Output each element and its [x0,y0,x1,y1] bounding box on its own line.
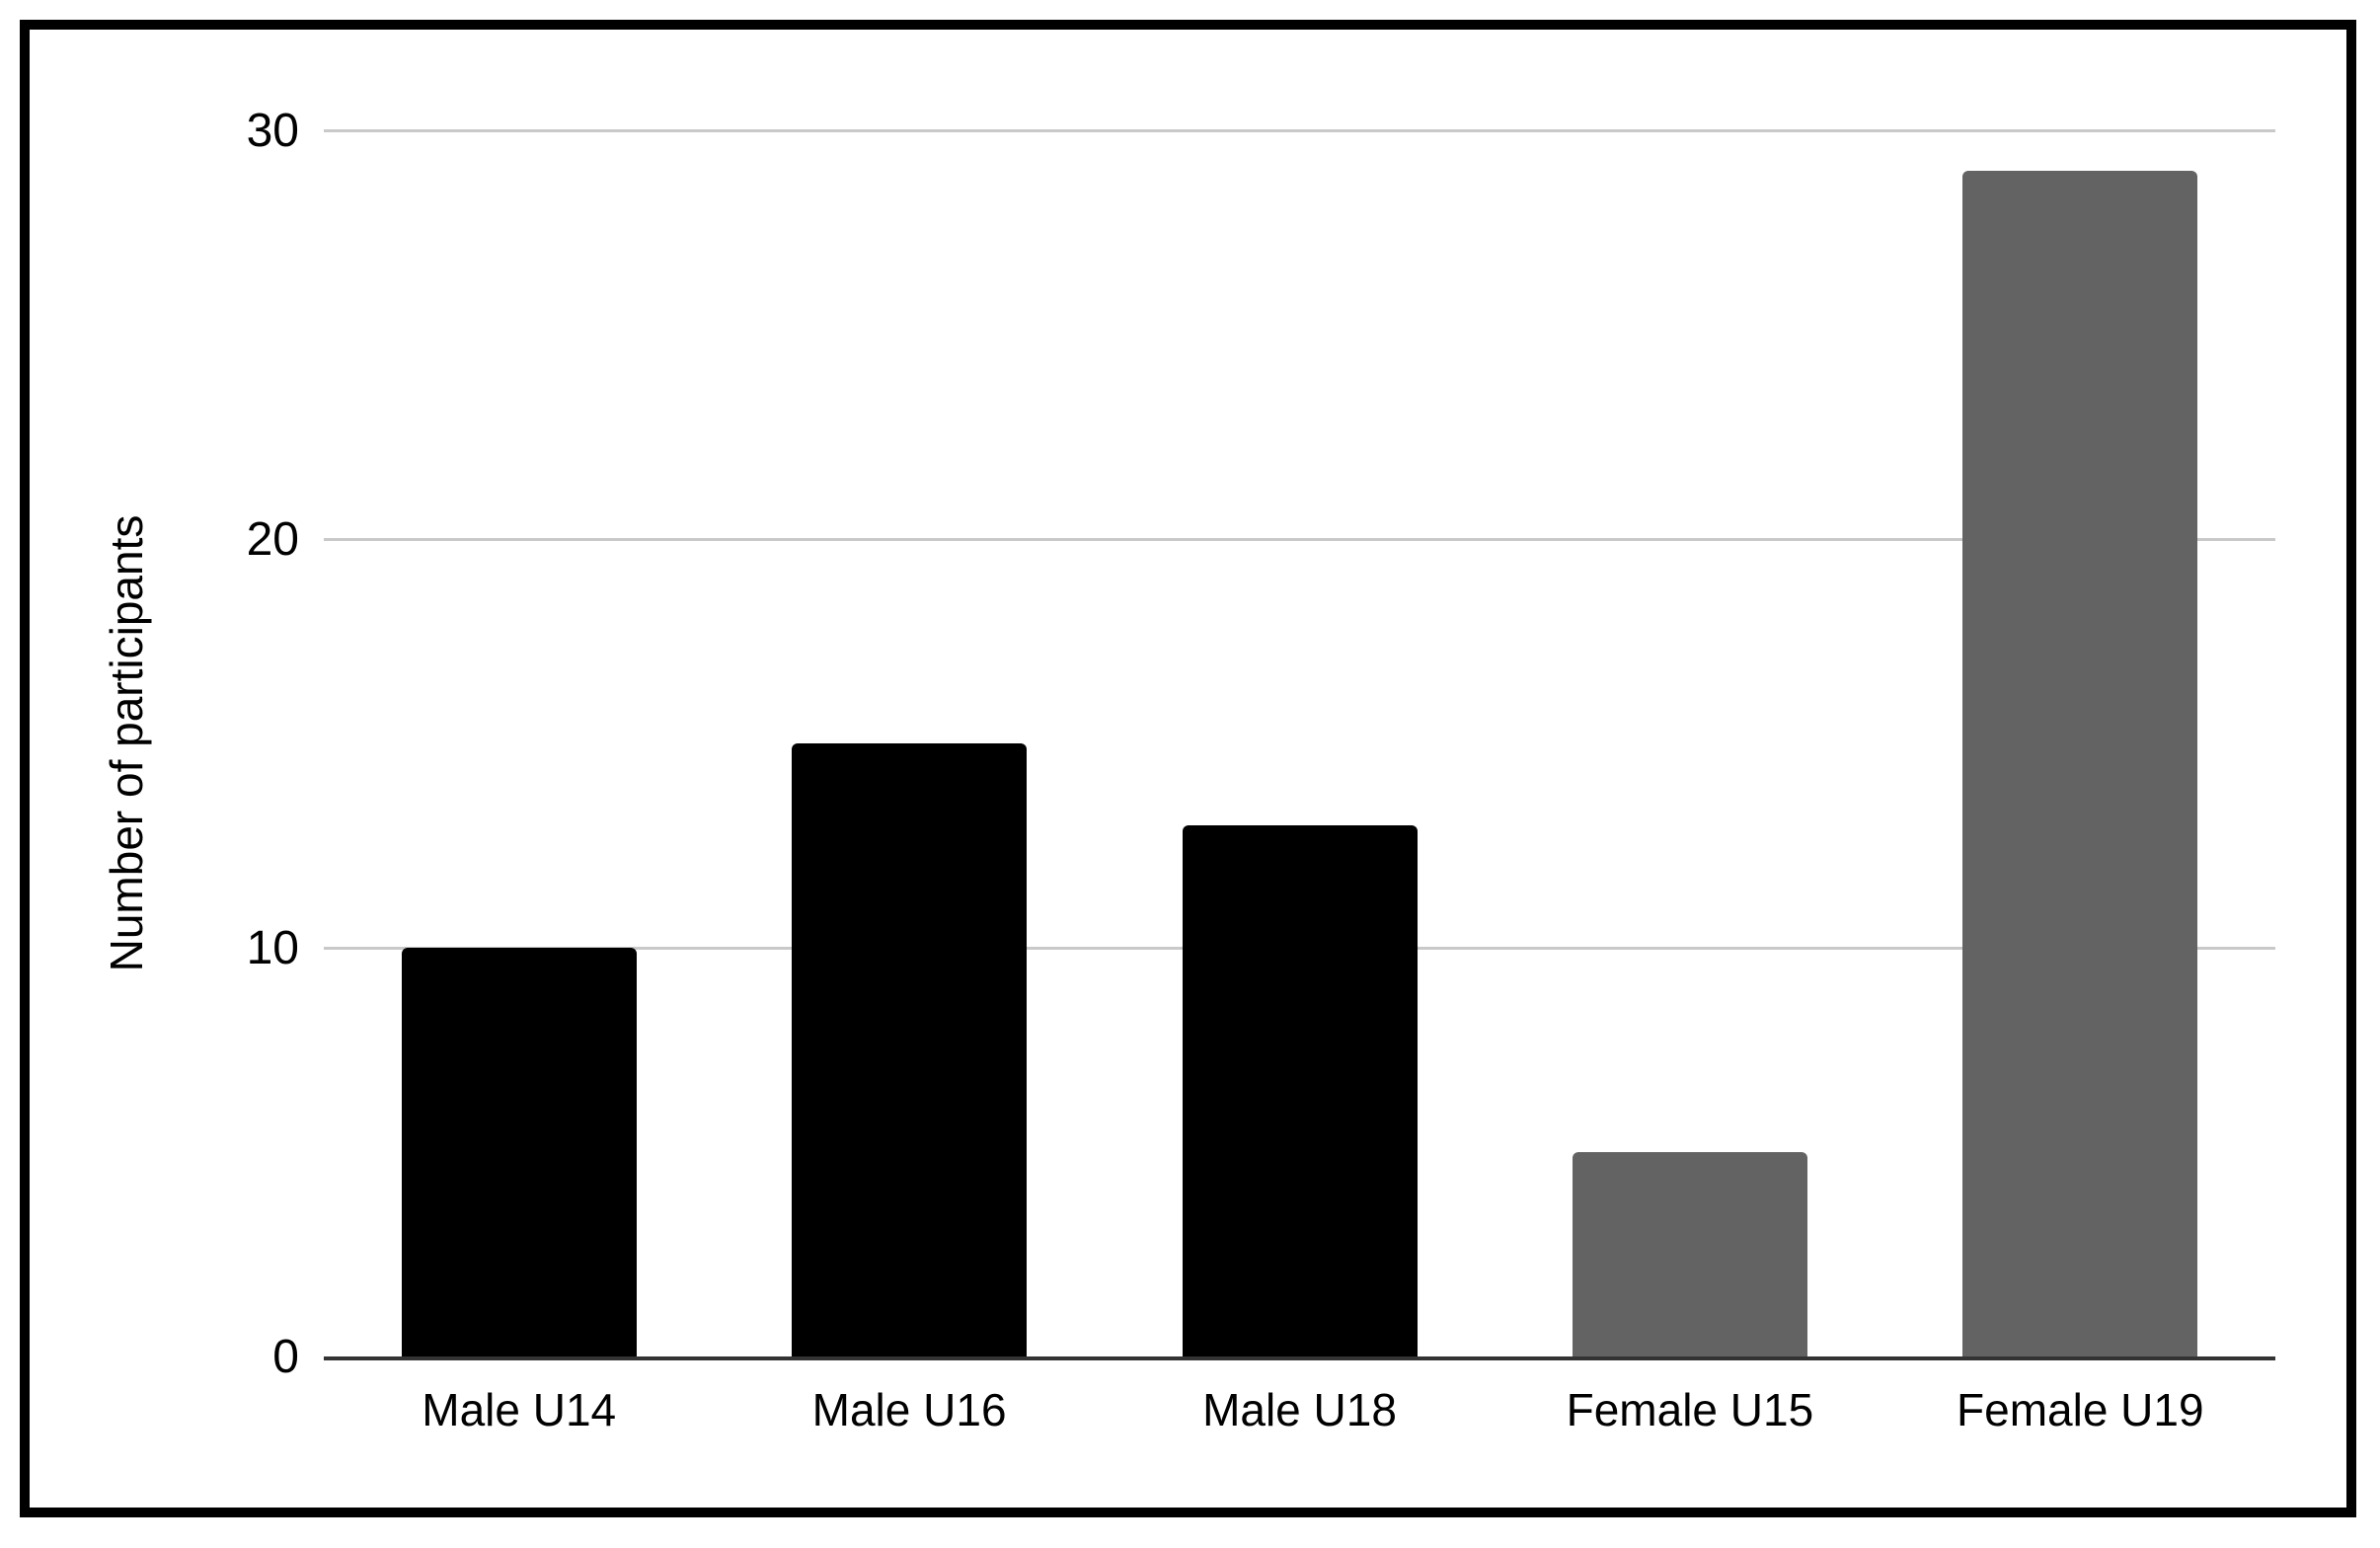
x-tick-label-male-u16: Male U16 [811,1384,1007,1435]
figure-border-frame: Number of participants 0 10 20 30 Male U14 M… [20,20,2356,1517]
y-tick-label-10: 10 [246,922,299,974]
bar-male-u18 [1182,824,1418,1356]
y-axis-title: Number of participants [101,514,152,972]
bar-female-u19 [1962,171,2198,1356]
x-axis-baseline [324,1356,2275,1360]
y-tick-label-30: 30 [246,105,299,157]
x-tick-label-male-u14: Male U14 [422,1384,617,1435]
y-tick-label-0: 0 [272,1331,299,1383]
bar-female-u15 [1572,1152,1807,1356]
plot-area [324,129,2275,1356]
x-tick-label-male-u18: Male U18 [1202,1384,1397,1435]
x-tick-label-female-u19: Female U19 [1957,1384,2204,1435]
y-tick-label-20: 20 [246,513,299,566]
x-tick-label-female-u15: Female U15 [1566,1384,1814,1435]
bar-male-u14 [401,948,637,1356]
bar-chart: Number of participants 0 10 20 30 Male U14 M… [30,30,2346,1508]
gridline-y-20 [324,538,2275,541]
gridline-y-30 [324,129,2275,132]
bar-male-u16 [792,743,1028,1356]
